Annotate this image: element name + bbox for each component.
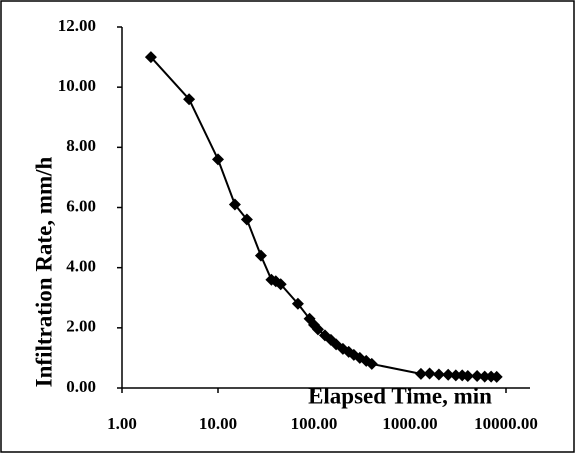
marker xyxy=(365,357,378,370)
y-axis-title: Infiltration Rate, mm/h xyxy=(31,156,56,387)
marker xyxy=(414,367,427,380)
y-tick-label: 2.00 xyxy=(66,317,96,336)
marker xyxy=(478,370,491,383)
marker xyxy=(442,368,455,381)
marker xyxy=(240,213,253,226)
x-axis-title: Elapsed Time, min xyxy=(308,383,492,408)
marker xyxy=(274,278,287,291)
x-tick-label: 10.00 xyxy=(199,414,237,433)
y-tick-label: 0.00 xyxy=(66,377,96,396)
y-tick-label: 12.00 xyxy=(58,16,96,35)
plot: 0.00 2.00 4.00 6.00 8.00 10.00 12.00 1.00 10.00 1… xyxy=(58,16,538,433)
marker xyxy=(311,323,324,336)
y-tick-label: 4.00 xyxy=(66,257,96,276)
marker xyxy=(432,368,445,381)
marker xyxy=(490,370,503,383)
marker xyxy=(471,369,484,382)
x-tick-label: 1.00 xyxy=(107,414,137,433)
x-tick-label: 1000.00 xyxy=(382,414,437,433)
marker xyxy=(449,369,462,382)
marker xyxy=(228,198,241,211)
x-tick-label: 100.00 xyxy=(291,414,338,433)
marker xyxy=(254,249,267,262)
marker xyxy=(183,93,196,106)
marker xyxy=(461,369,474,382)
marker xyxy=(212,153,224,166)
marker xyxy=(291,297,304,310)
y-tick-label: 6.00 xyxy=(66,196,96,215)
marker xyxy=(423,367,436,380)
y-tick-label: 8.00 xyxy=(66,136,96,155)
y-tick-label: 10.00 xyxy=(58,76,96,95)
x-tick-label: 10000.00 xyxy=(474,414,538,433)
marker xyxy=(144,51,157,64)
